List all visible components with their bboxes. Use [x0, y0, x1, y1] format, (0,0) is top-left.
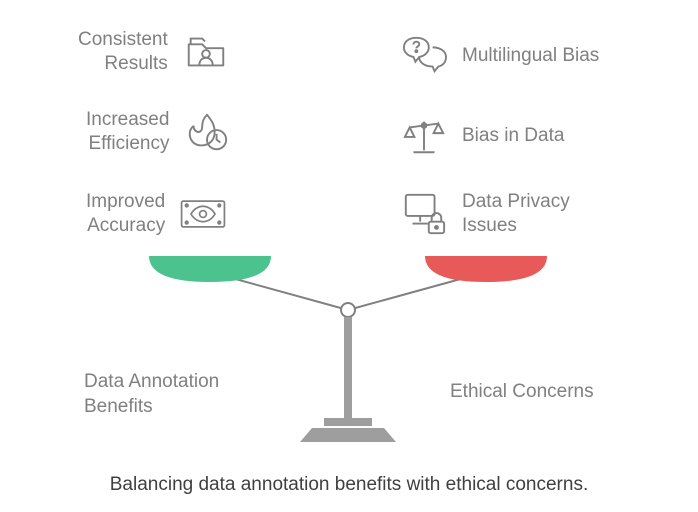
flame-clock-icon [183, 108, 231, 156]
benefit-improved-accuracy: ImprovedAccuracy [86, 190, 227, 238]
label: ConsistentResults [78, 28, 168, 76]
concern-data-privacy: Data PrivacyIssues [400, 190, 570, 238]
left-side-label: Data AnnotationBenefits [84, 370, 219, 419]
label: IncreasedEfficiency [86, 108, 169, 156]
folder-person-icon [182, 28, 230, 76]
label: Data PrivacyIssues [462, 190, 570, 238]
concern-multilingual-bias: Multilingual Bias [400, 32, 599, 80]
right-side-label: Ethical Concerns [450, 380, 594, 405]
eye-frame-icon [179, 190, 227, 238]
label: ImprovedAccuracy [86, 190, 165, 238]
label: Multilingual Bias [462, 44, 599, 68]
infographic-container: ConsistentResults IncreasedEfficiency Im… [0, 0, 698, 512]
scale-tilt-icon [400, 112, 448, 160]
benefit-increased-efficiency: IncreasedEfficiency [86, 108, 231, 156]
label: Bias in Data [462, 124, 564, 148]
concern-bias-in-data: Bias in Data [400, 112, 564, 160]
left-pan [145, 252, 275, 286]
chat-question-icon [400, 32, 448, 80]
caption: Balancing data annotation benefits with … [0, 474, 698, 496]
right-pan [421, 252, 551, 286]
monitor-lock-icon [400, 190, 448, 238]
benefit-consistent-results: ConsistentResults [78, 28, 230, 76]
